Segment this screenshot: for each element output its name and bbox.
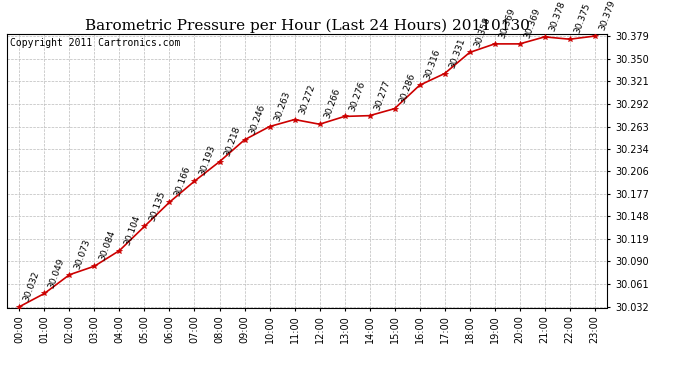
Text: Copyright 2011 Cartronics.com: Copyright 2011 Cartronics.com — [10, 38, 180, 48]
Text: 30.272: 30.272 — [297, 83, 317, 116]
Text: 30.084: 30.084 — [97, 230, 117, 262]
Text: 30.379: 30.379 — [598, 0, 617, 32]
Text: 30.049: 30.049 — [47, 256, 66, 289]
Text: 30.375: 30.375 — [573, 2, 592, 35]
Text: 30.246: 30.246 — [247, 103, 266, 136]
Text: 30.358: 30.358 — [473, 15, 492, 48]
Text: 30.073: 30.073 — [72, 238, 92, 271]
Text: 30.286: 30.286 — [397, 72, 417, 105]
Text: 30.369: 30.369 — [497, 7, 517, 40]
Text: 30.331: 30.331 — [447, 37, 466, 69]
Text: 30.218: 30.218 — [222, 125, 242, 158]
Text: 30.166: 30.166 — [172, 165, 192, 198]
Text: 30.032: 30.032 — [22, 270, 41, 303]
Text: 30.276: 30.276 — [347, 80, 366, 112]
Text: 30.369: 30.369 — [522, 7, 542, 40]
Text: 30.266: 30.266 — [322, 87, 342, 120]
Text: 30.104: 30.104 — [122, 214, 141, 246]
Text: 30.135: 30.135 — [147, 189, 166, 222]
Title: Barometric Pressure per Hour (Last 24 Hours) 20110130: Barometric Pressure per Hour (Last 24 Ho… — [85, 18, 529, 33]
Text: 30.277: 30.277 — [373, 79, 392, 111]
Text: 30.316: 30.316 — [422, 48, 442, 81]
Text: 30.263: 30.263 — [273, 90, 292, 122]
Text: 30.193: 30.193 — [197, 144, 217, 177]
Text: 30.378: 30.378 — [547, 0, 566, 33]
